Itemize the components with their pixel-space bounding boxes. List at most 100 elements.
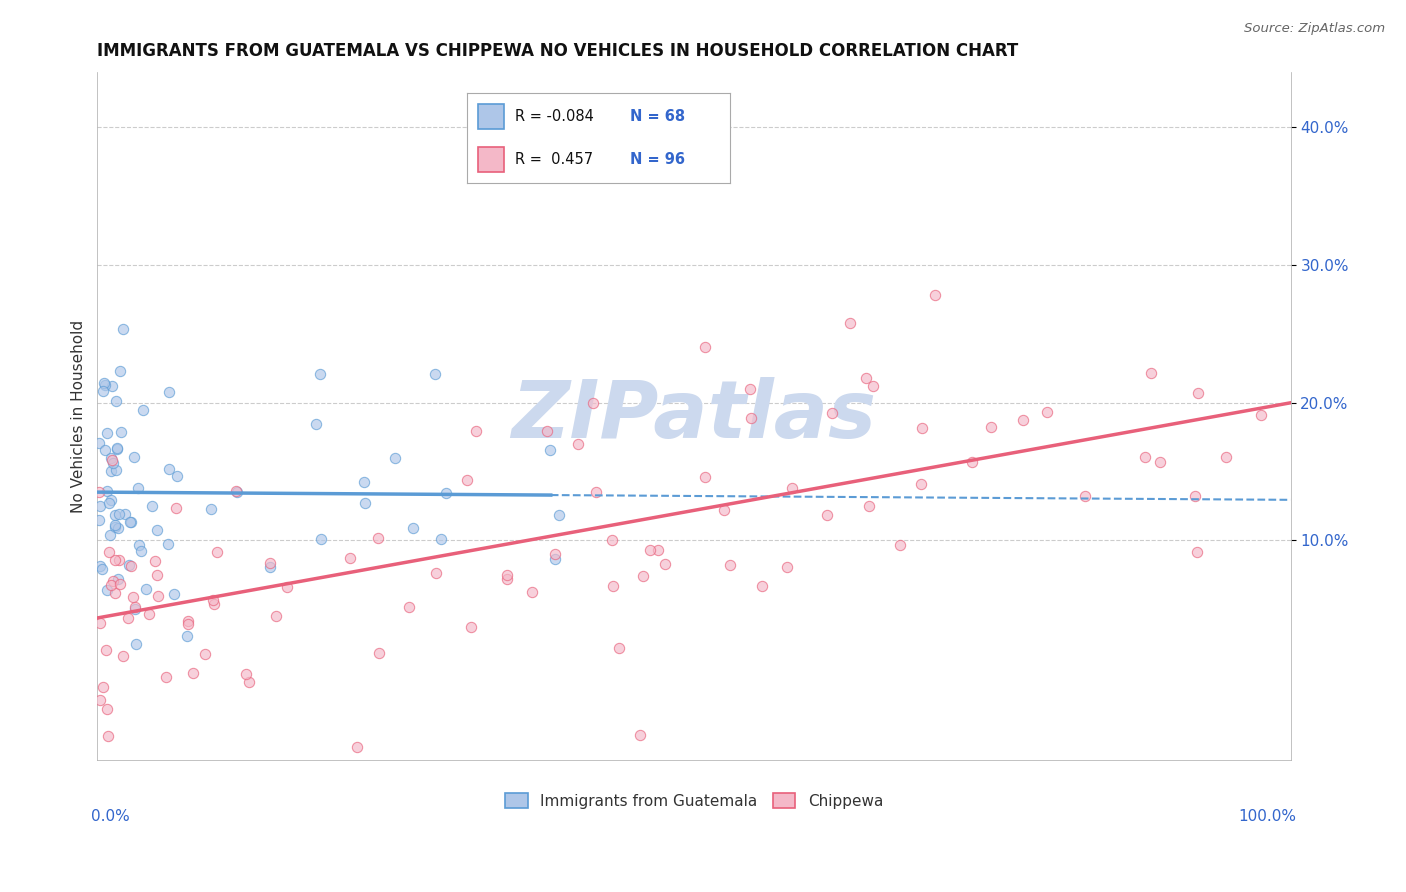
Point bbox=[94, 643, 117, 657]
Point bbox=[201, 593, 224, 607]
Point bbox=[384, 450, 406, 465]
Point bbox=[311, 532, 333, 546]
Point bbox=[654, 557, 676, 571]
Point bbox=[434, 486, 457, 500]
Point bbox=[368, 646, 391, 660]
Point bbox=[155, 670, 177, 684]
Point bbox=[780, 481, 803, 495]
Point bbox=[838, 316, 860, 330]
Point bbox=[157, 537, 180, 551]
Point bbox=[91, 680, 114, 694]
Point bbox=[520, 585, 543, 599]
Point bbox=[105, 441, 128, 455]
Point bbox=[114, 507, 136, 521]
Point bbox=[647, 543, 669, 558]
Point bbox=[157, 384, 180, 399]
Point bbox=[143, 553, 166, 567]
Point bbox=[131, 402, 153, 417]
Point bbox=[100, 493, 122, 508]
Point bbox=[94, 442, 117, 457]
Point bbox=[924, 288, 946, 302]
Point bbox=[740, 410, 762, 425]
Point bbox=[538, 443, 561, 458]
Point bbox=[157, 462, 180, 476]
Point bbox=[224, 483, 246, 498]
Point bbox=[165, 501, 187, 516]
Point bbox=[423, 368, 446, 382]
Point bbox=[108, 508, 131, 522]
Point bbox=[176, 629, 198, 643]
Point bbox=[1184, 489, 1206, 503]
Point bbox=[718, 558, 741, 572]
Point bbox=[110, 364, 132, 378]
Point bbox=[101, 453, 124, 467]
Point bbox=[103, 456, 125, 470]
Point bbox=[276, 580, 298, 594]
Point bbox=[163, 587, 186, 601]
Text: ZIPatlas: ZIPatlas bbox=[512, 377, 876, 456]
Point bbox=[104, 553, 127, 567]
Point bbox=[1250, 408, 1272, 422]
Point bbox=[695, 470, 717, 484]
Point bbox=[100, 464, 122, 478]
Point bbox=[166, 468, 188, 483]
Point bbox=[713, 503, 735, 517]
Point bbox=[122, 450, 145, 464]
Point bbox=[176, 616, 198, 631]
Point bbox=[1036, 405, 1059, 419]
Point bbox=[103, 520, 125, 534]
Point bbox=[544, 551, 567, 566]
Point bbox=[128, 538, 150, 552]
Point bbox=[129, 544, 152, 558]
Point bbox=[117, 611, 139, 625]
Point bbox=[1185, 545, 1208, 559]
Point bbox=[124, 599, 146, 614]
Point bbox=[602, 533, 624, 548]
Point bbox=[202, 597, 225, 611]
Point bbox=[353, 496, 375, 510]
Point bbox=[1073, 489, 1095, 503]
Point bbox=[855, 371, 877, 385]
Point bbox=[425, 566, 447, 581]
Point bbox=[104, 463, 127, 477]
Point bbox=[1187, 385, 1209, 400]
Point bbox=[495, 572, 517, 586]
Point bbox=[176, 614, 198, 628]
Point bbox=[89, 499, 111, 513]
Point bbox=[104, 586, 127, 600]
Point bbox=[122, 590, 145, 604]
Point bbox=[536, 424, 558, 438]
Point bbox=[496, 568, 519, 582]
Point bbox=[89, 513, 111, 527]
Point bbox=[107, 521, 129, 535]
Point bbox=[889, 538, 911, 552]
Point bbox=[693, 339, 716, 353]
Text: IMMIGRANTS FROM GUATEMALA VS CHIPPEWA NO VEHICLES IN HOUSEHOLD CORRELATION CHART: IMMIGRANTS FROM GUATEMALA VS CHIPPEWA NO… bbox=[97, 42, 1018, 60]
Point bbox=[567, 437, 589, 451]
Point bbox=[353, 475, 375, 490]
Point bbox=[548, 508, 571, 523]
Point bbox=[544, 548, 567, 562]
Point bbox=[96, 702, 118, 716]
Point bbox=[120, 516, 142, 530]
Point bbox=[821, 406, 844, 420]
Point bbox=[98, 528, 121, 542]
Point bbox=[107, 553, 129, 567]
Point bbox=[105, 394, 128, 409]
Point bbox=[89, 615, 111, 630]
Point bbox=[960, 455, 983, 469]
Point bbox=[308, 367, 330, 381]
Point bbox=[402, 521, 425, 535]
Point bbox=[631, 568, 654, 582]
Point bbox=[205, 545, 228, 559]
Point bbox=[93, 376, 115, 391]
Point bbox=[1135, 450, 1157, 465]
Point bbox=[146, 567, 169, 582]
Point bbox=[980, 420, 1002, 434]
Text: 100.0%: 100.0% bbox=[1239, 808, 1296, 823]
Point bbox=[146, 589, 169, 603]
Point bbox=[110, 425, 132, 439]
Point bbox=[118, 558, 141, 573]
Point bbox=[1139, 366, 1161, 380]
Point bbox=[638, 543, 661, 558]
